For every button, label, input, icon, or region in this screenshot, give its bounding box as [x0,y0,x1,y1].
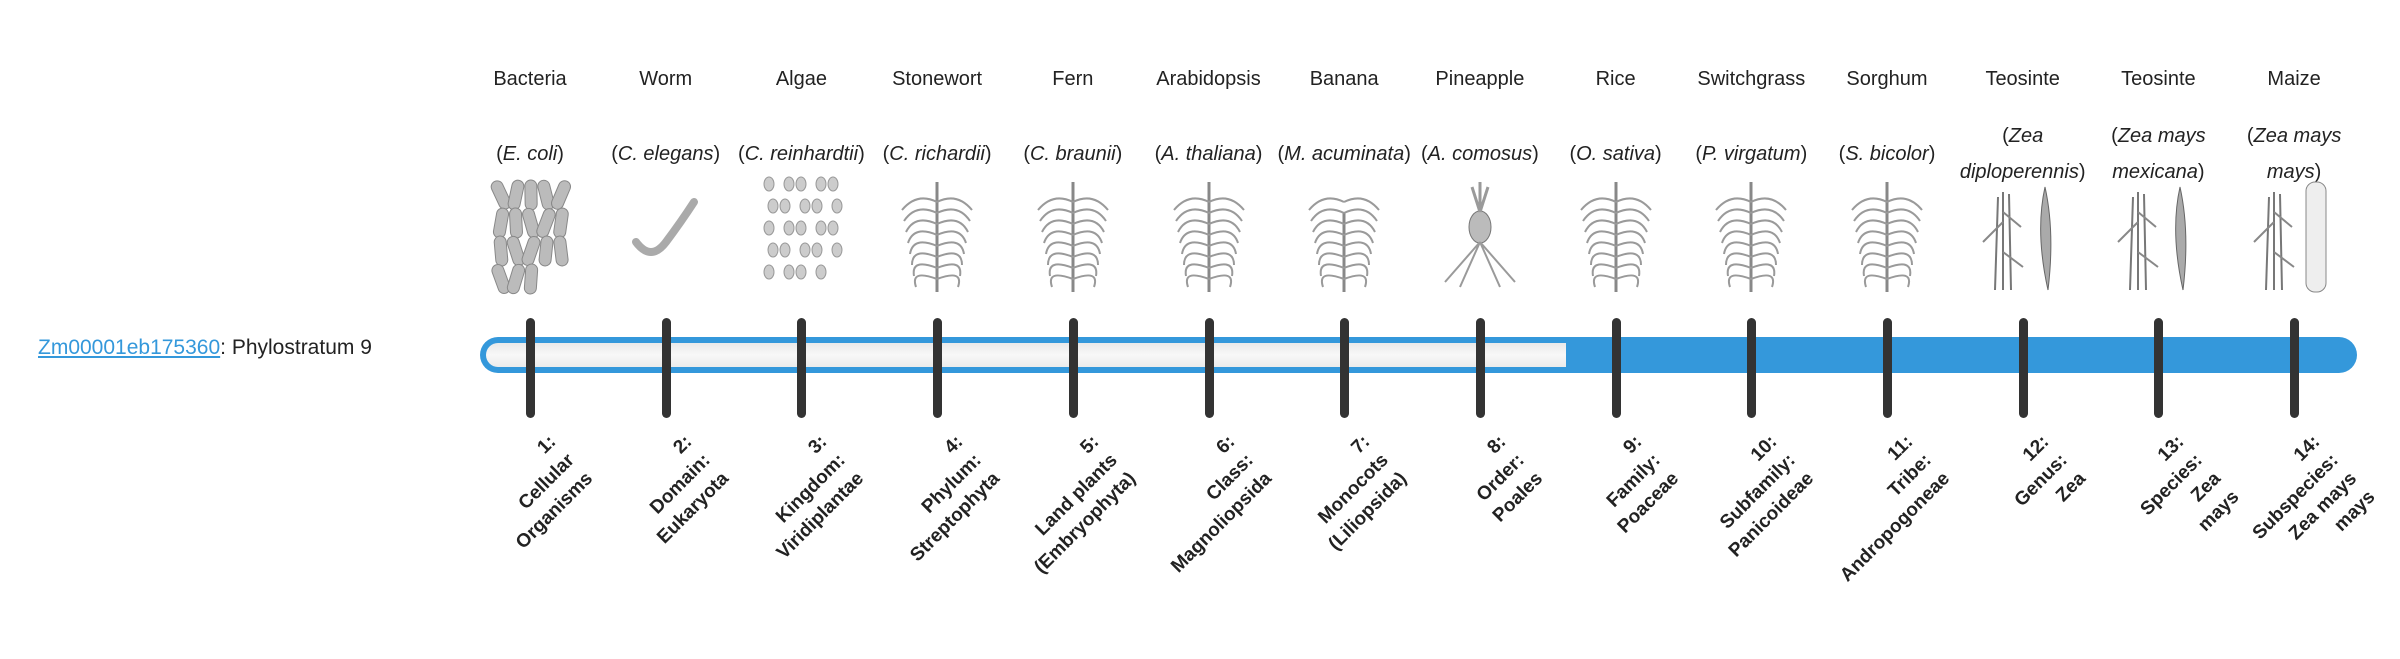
species-italic: C. reinhardtii [744,143,859,165]
maize-icon [2244,172,2344,296]
phylostratum-tick [1747,318,1757,418]
organism-species-name: (C. elegans) [594,114,738,194]
organism-common-name: Maize [2267,68,2321,90]
organism-common-name: Pineapple [1435,68,1525,90]
organism-species-name: (A. comosus) [1408,114,1552,194]
species-text: (O. sativa) [1569,143,1662,165]
species-text: (C. richardii) [882,143,992,165]
organism-species-name: (C. reinhardtii) [729,114,873,194]
species-italic: A. comosus [1427,143,1533,165]
species-text: (Zea diploperennis) [1959,125,2086,183]
organism-species-name: (C. richardii) [865,114,1009,194]
species-italic: Zea diploperennis [1959,125,2079,183]
organism-species-name: (S. bicolor) [1815,114,1959,194]
bacteria-icon [480,172,580,296]
species-italic: E. coli [502,143,558,165]
species-text: (C. elegans) [611,143,721,165]
phylostratum-tick [797,318,807,418]
organism-species-name: (M. acuminata) [1272,114,1416,194]
organism-common-name: Sorghum [1846,68,1928,90]
species-text: (A. thaliana) [1154,143,1263,165]
species-text: (Zea mays mexicana) [2111,125,2206,183]
track-unfilled-part [486,343,1566,367]
organism-common-name: Teosinte [1985,68,2060,90]
phylostratum-tick [661,318,671,418]
organism-species-name: (Zea mays mays) [2222,114,2366,194]
arabidopsis-icon [1159,172,1259,296]
organism-common-name: Algae [775,68,827,90]
species-italic: C. elegans [617,143,714,165]
worm-icon [616,172,716,296]
phylostratum-track [480,337,2357,373]
organism-common-name: Banana [1309,68,1379,90]
organism-common-name: Bacteria [493,68,567,90]
species-italic: M. acuminata [1284,143,1405,165]
species-italic: Zea mays mexicana [2112,125,2206,183]
organism-common-name: Arabidopsis [1156,68,1261,90]
species-text: (C. reinhardtii) [738,143,865,165]
species-text: (P. virgatum) [1695,143,1808,165]
species-italic: A. thaliana [1161,143,1256,165]
species-text: (C. braunii) [1023,143,1123,165]
organism-species-name: (Zea mays mexicana) [2086,114,2230,194]
species-text: (S. bicolor) [1838,143,1936,165]
phylostratum-tick [1475,318,1485,418]
species-italic: S. bicolor [1845,143,1929,165]
organism-common-name: Fern [1052,68,1094,90]
phylostratum-tick [1340,318,1350,418]
phylostratum-tick [1883,318,1892,418]
fern-icon [1023,172,1123,296]
phylostratum-tick [2154,318,2164,418]
phylostratum-tick [1068,318,1078,418]
banana-icon [1294,172,1394,296]
phylostratum-tick [2290,318,2300,418]
rice-icon [1566,172,1666,296]
organism-species-name: (A. thaliana) [1137,114,1281,194]
teosinte-icon [2108,172,2208,296]
organism-common-name: Rice [1595,68,1636,90]
organism-species-name: (E. coli) [458,114,602,194]
organism-common-name: Worm [639,68,693,90]
stonewort-icon [887,172,987,296]
algae-icon [751,172,851,296]
phylostratum-tick [526,318,535,418]
organism-common-name: Teosinte [2121,68,2196,90]
sorghum-icon [1837,172,1937,296]
species-italic: Zea mays mays [2253,125,2342,183]
organism-species-name: (P. virgatum) [1679,114,1823,194]
teosinte-icon [1973,172,2073,296]
gene-id-link[interactable]: Zm00001eb175360 [38,336,221,359]
switchgrass-icon [1701,172,1801,296]
organism-species-name: (O. sativa) [1544,114,1688,194]
phylostratum-tick [1611,318,1621,418]
pineapple-icon [1430,172,1530,296]
species-text: (E. coli) [496,143,564,165]
organism-common-name: Switchgrass [1697,68,1806,90]
phylostratum-text: : Phylostratum 9 [220,336,372,359]
species-italic: C. braunii [1029,143,1116,165]
species-text: (Zea mays mays) [2246,125,2342,183]
organism-species-name: (C. braunii) [1001,114,1145,194]
species-text: (M. acuminata) [1277,143,1411,165]
phylostratum-tick [933,318,943,418]
organism-common-name: Stonewort [892,68,983,90]
phylostratum-tick [2018,318,2028,418]
species-text: (A. comosus) [1420,143,1539,165]
organism-species-name: (Zea diploperennis) [1951,114,2095,194]
species-italic: P. virgatum [1702,143,1801,165]
gene-phylostratum-label: Zm00001eb175360: Phylostratum 9 [38,336,372,360]
species-italic: O. sativa [1576,143,1656,165]
phylostratum-tick [1204,318,1214,418]
species-italic: C. richardii [889,143,985,165]
